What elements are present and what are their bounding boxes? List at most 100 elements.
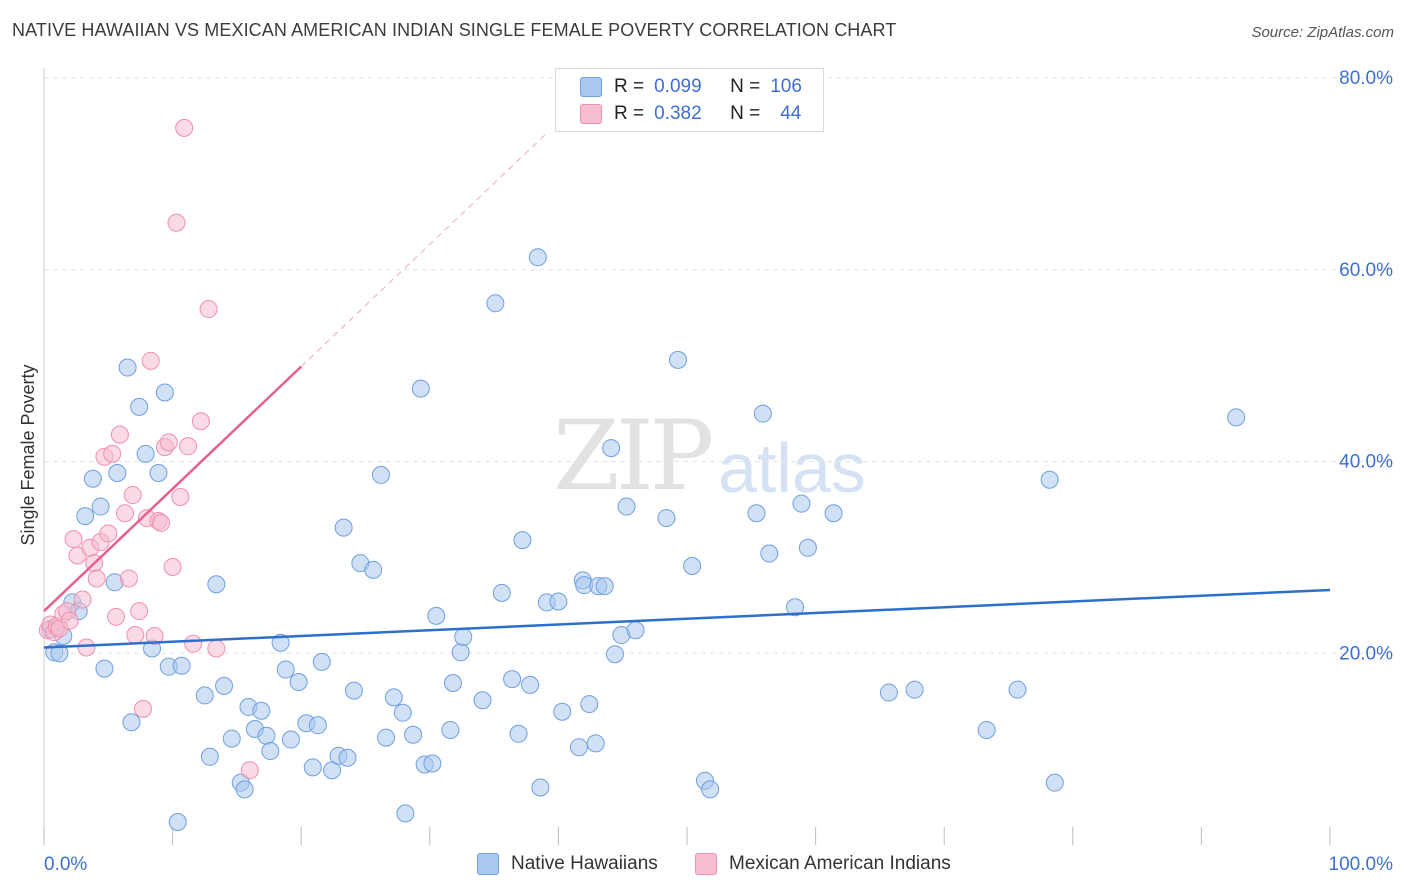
point-mexican-american-indians: [130, 602, 149, 621]
point-mexican-american-indians: [179, 437, 198, 456]
point-native-hawaiians: [200, 747, 219, 766]
point-native-hawaiians: [172, 656, 191, 675]
point-native-hawaiians: [486, 294, 505, 313]
point-native-hawaiians: [503, 670, 522, 689]
point-native-hawaiians: [443, 673, 462, 692]
correlation-legend: R = 0.099 N = 106 R = 0.382 N = 44: [555, 68, 824, 132]
point-native-hawaiians: [215, 676, 234, 695]
point-native-hawaiians: [701, 780, 720, 799]
point-native-hawaiians: [792, 494, 811, 513]
point-native-hawaiians: [411, 379, 430, 398]
point-native-hawaiians: [334, 518, 353, 537]
point-mexican-american-indians: [167, 213, 186, 232]
y-axis-label: Single Female Poverty: [18, 364, 38, 545]
point-mexican-american-indians: [240, 761, 259, 780]
point-native-hawaiians: [289, 673, 308, 692]
point-native-hawaiians: [1227, 408, 1246, 427]
point-native-hawaiians: [312, 652, 331, 671]
point-mexican-american-indians: [103, 444, 122, 463]
y-tick-label: 40.0%: [1339, 452, 1393, 473]
point-native-hawaiians: [281, 730, 300, 749]
point-native-hawaiians: [149, 464, 168, 483]
point-native-hawaiians: [371, 465, 390, 484]
legend-n-value: 44: [780, 103, 802, 124]
point-native-hawaiians: [824, 504, 843, 523]
bottom-legend-native-hawaiians: Native Hawaiians: [477, 852, 658, 876]
source-label: Source: ZipAtlas.com: [1251, 24, 1394, 41]
point-native-hawaiians: [586, 734, 605, 753]
point-mexican-american-indians: [145, 626, 164, 645]
point-mexican-american-indians: [99, 524, 118, 543]
point-native-hawaiians: [396, 804, 415, 823]
point-native-hawaiians: [168, 812, 187, 831]
x-tick-label: 0.0%: [44, 854, 87, 875]
point-native-hawaiians: [569, 738, 588, 757]
point-native-hawaiians: [617, 497, 636, 516]
point-native-hawaiians: [308, 716, 327, 735]
point-mexican-american-indians: [141, 351, 160, 370]
point-native-hawaiians: [91, 497, 110, 516]
legend-r-value: 0.382: [654, 103, 702, 124]
watermark-zip: ZIP: [553, 400, 714, 512]
point-mexican-american-indians: [110, 425, 129, 444]
point-native-hawaiians: [423, 754, 442, 773]
point-native-hawaiians: [451, 643, 470, 662]
trendline-mexican-american-indians: [43, 365, 303, 612]
point-mexican-american-indians: [123, 486, 142, 505]
point-native-hawaiians: [95, 659, 114, 678]
point-native-hawaiians: [303, 758, 322, 777]
point-native-hawaiians: [905, 680, 924, 699]
point-mexican-american-indians: [152, 513, 171, 532]
point-native-hawaiians: [344, 681, 363, 700]
legend-r-label: R =: [614, 103, 645, 124]
point-mexican-american-indians: [163, 557, 182, 576]
point-native-hawaiians: [879, 683, 898, 702]
point-native-hawaiians: [377, 728, 396, 747]
point-native-hawaiians: [108, 464, 127, 483]
point-native-hawaiians: [83, 469, 102, 488]
point-native-hawaiians: [118, 358, 137, 377]
x-tick-label: 100.0%: [1329, 854, 1394, 875]
point-mexican-american-indians: [134, 699, 153, 718]
point-native-hawaiians: [338, 748, 357, 767]
bottom-legend-swatch-pink: [695, 853, 717, 875]
legend-swatch-pink: [580, 104, 602, 124]
point-native-hawaiians: [271, 633, 290, 652]
point-mexican-american-indians: [107, 607, 126, 626]
point-mexican-american-indians: [191, 412, 210, 431]
point-native-hawaiians: [261, 742, 280, 761]
legend-n-label: N =: [730, 103, 761, 124]
bottom-legend-label: Mexican American Indians: [729, 853, 951, 874]
point-native-hawaiians: [521, 675, 540, 694]
point-native-hawaiians: [393, 703, 412, 722]
point-native-hawaiians: [136, 444, 155, 463]
point-native-hawaiians: [683, 557, 702, 576]
point-native-hawaiians: [553, 702, 572, 721]
point-native-hawaiians: [454, 627, 473, 646]
point-native-hawaiians: [668, 350, 687, 369]
point-native-hawaiians: [427, 606, 446, 625]
point-native-hawaiians: [531, 778, 550, 797]
legend-swatch-blue: [580, 77, 602, 97]
point-native-hawaiians: [580, 695, 599, 714]
point-native-hawaiians: [747, 504, 766, 523]
point-native-hawaiians: [528, 248, 547, 267]
point-native-hawaiians: [384, 688, 403, 707]
point-native-hawaiians: [786, 598, 805, 617]
point-native-hawaiians: [50, 644, 69, 663]
point-native-hawaiians: [760, 544, 779, 563]
bottom-legend-label: Native Hawaiians: [511, 853, 658, 874]
point-native-hawaiians: [605, 645, 624, 664]
legend-r-value: 0.099: [654, 76, 702, 97]
y-tick-label: 20.0%: [1339, 643, 1393, 664]
bottom-legend-swatch-blue: [477, 853, 499, 875]
trendline-native-hawaiians: [43, 588, 1331, 649]
point-native-hawaiians: [549, 592, 568, 611]
point-native-hawaiians: [657, 509, 676, 528]
point-native-hawaiians: [509, 724, 528, 743]
point-native-hawaiians: [252, 701, 271, 720]
point-native-hawaiians: [626, 621, 645, 640]
point-mexican-american-indians: [207, 639, 226, 658]
point-mexican-american-indians: [175, 118, 194, 137]
point-mexican-american-indians: [116, 504, 135, 523]
